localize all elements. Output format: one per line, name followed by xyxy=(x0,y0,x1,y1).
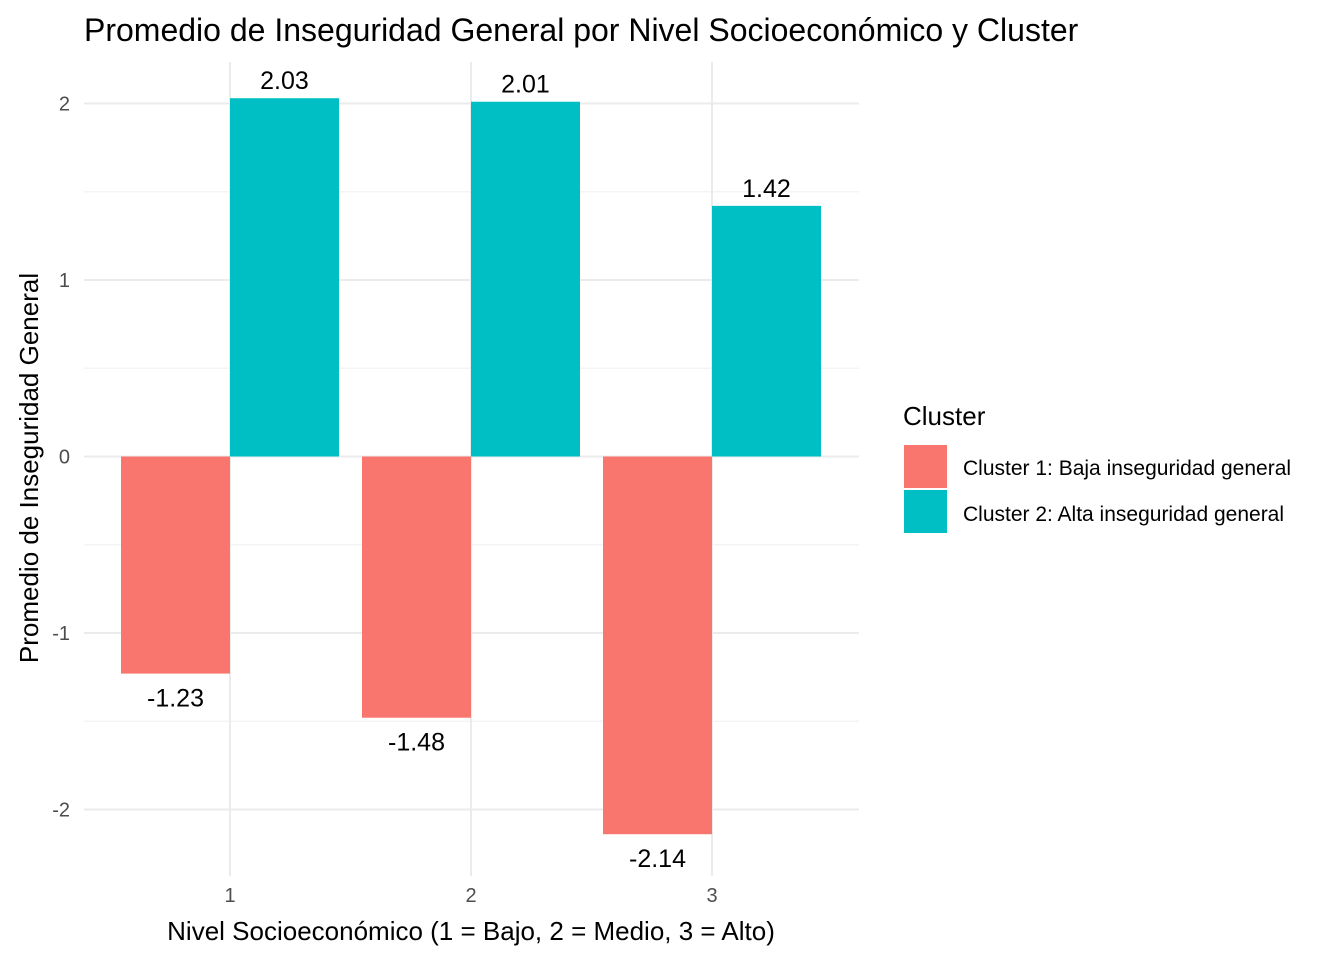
bar-cluster-1-nivel-2 xyxy=(362,456,471,718)
legend: Cluster Cluster 1: Baja inseguridad gene… xyxy=(903,401,1291,533)
data-label: 2.01 xyxy=(501,71,550,99)
y-tick-label: -1 xyxy=(52,623,70,645)
bar-cluster-1-nivel-1 xyxy=(121,456,230,674)
data-label: 2.03 xyxy=(260,67,309,95)
x-tick-label: 1 xyxy=(224,885,235,907)
y-tick-label: 1 xyxy=(59,270,70,292)
x-axis-title: Nivel Socioeconómico (1 = Bajo, 2 = Medi… xyxy=(167,916,775,946)
bars xyxy=(121,98,821,835)
chart-title: Promedio de Inseguridad General por Nive… xyxy=(84,12,1079,48)
data-label: -1.23 xyxy=(147,685,204,713)
bar-cluster-2-nivel-1 xyxy=(230,98,339,457)
bar-cluster-2-nivel-3 xyxy=(712,205,821,457)
y-axis-title: Promedio de Inseguridad General xyxy=(14,273,44,663)
legend-label-cluster-1: Cluster 1: Baja inseguridad general xyxy=(963,457,1291,480)
legend-title: Cluster xyxy=(903,401,986,431)
x-tick-label: 2 xyxy=(465,885,476,907)
bar-cluster-2-nivel-2 xyxy=(471,101,580,457)
data-label: -2.14 xyxy=(629,845,686,873)
data-label: -1.48 xyxy=(388,729,445,757)
axis-ticks: -2 -1 0 1 2 1 2 3 xyxy=(52,94,717,908)
y-tick-label: -2 xyxy=(52,800,70,822)
x-tick-label: 3 xyxy=(706,885,717,907)
legend-swatch-cluster-2 xyxy=(904,490,947,533)
legend-label-cluster-2: Cluster 2: Alta inseguridad general xyxy=(963,503,1284,526)
y-tick-label: 0 xyxy=(59,447,70,469)
legend-swatch-cluster-1 xyxy=(904,445,947,488)
y-tick-label: 2 xyxy=(59,94,70,116)
data-labels: -1.23 -1.48 -2.14 2.03 2.01 1.42 xyxy=(147,67,791,873)
bar-cluster-1-nivel-3 xyxy=(603,456,712,835)
data-label: 1.42 xyxy=(742,175,791,203)
